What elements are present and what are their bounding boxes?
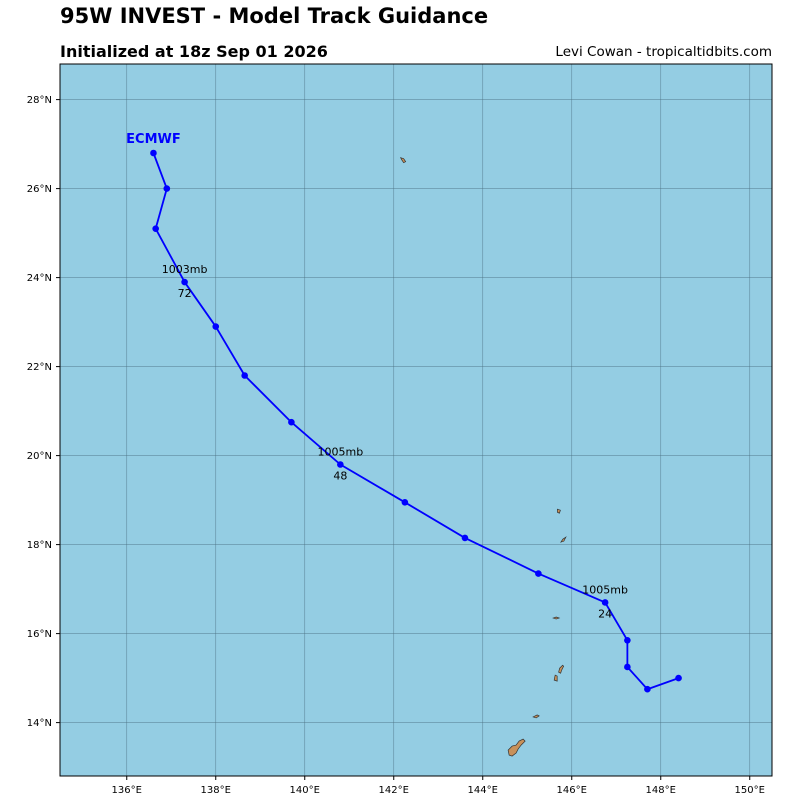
track-point <box>152 225 159 232</box>
track-point <box>601 599 609 606</box>
lon-tick-label: 144°E <box>468 785 498 796</box>
lat-tick-label: 18°N <box>27 540 52 551</box>
labels-layer: 1005mb 24 1005mb 48 1003mb 72 ECMWF <box>126 132 628 620</box>
model-label-ecmwf: ECMWF <box>126 132 181 147</box>
track-point <box>241 372 248 379</box>
ocean-background <box>60 64 772 776</box>
island-haha-jima <box>399 157 407 164</box>
lon-tick-label: 150°E <box>735 785 765 796</box>
lat-tick-label: 24°N <box>27 273 52 284</box>
track-point <box>624 636 631 644</box>
axis-ticks: 136°E 138°E 140°E 142°E 144°E 146°E 148°E 150°E… <box>27 95 765 796</box>
lon-tick-label: 148°E <box>646 785 676 796</box>
lat-tick-label: 20°N <box>27 451 52 462</box>
lat-tick-label: 22°N <box>27 362 52 373</box>
island-agrihan <box>557 508 561 514</box>
lon-tick-label: 138°E <box>201 785 231 796</box>
lat-tick-label: 28°N <box>27 95 52 106</box>
lon-tick-label: 136°E <box>112 785 142 796</box>
track-point <box>150 149 157 157</box>
lat-tick-label: 26°N <box>27 184 52 195</box>
lat-tick-label: 14°N <box>27 718 52 729</box>
lon-tick-label: 142°E <box>379 785 409 796</box>
track-layer <box>150 149 682 693</box>
island-anatahan <box>552 616 561 620</box>
track-point <box>288 418 295 426</box>
forecast-hour-label: 48 <box>333 470 347 483</box>
island-rota <box>532 714 540 719</box>
forecast-hour-label: 72 <box>178 287 192 300</box>
island-tinian <box>553 674 558 682</box>
track-point <box>163 185 171 192</box>
map-frame <box>59 63 773 777</box>
track-point <box>624 663 631 671</box>
island-guam <box>507 738 526 757</box>
ecmwf-track-line <box>152 152 679 691</box>
track-point <box>212 323 220 330</box>
islands-layer <box>399 157 567 757</box>
track-point <box>401 499 409 506</box>
lat-tick-label: 16°N <box>27 629 52 640</box>
pressure-label: 1003mb <box>162 263 208 276</box>
lon-tick-label: 146°E <box>557 785 587 796</box>
track-point <box>181 278 188 286</box>
track-point <box>461 534 469 542</box>
page-title: 95W INVEST - Model Track Guidance <box>60 4 489 28</box>
pressure-label: 1005mb <box>317 446 363 459</box>
track-point <box>535 570 542 577</box>
forecast-hour-label: 24 <box>598 607 612 620</box>
init-subtitle: Initialized at 18z Sep 01 2026 <box>60 42 328 61</box>
credit-text: Levi Cowan - tropicaltidbits.com <box>555 44 772 60</box>
track-point <box>644 685 651 693</box>
island-pagan <box>559 536 567 543</box>
lon-tick-label: 140°E <box>290 785 320 796</box>
pressure-label: 1005mb <box>582 583 628 596</box>
island-saipan <box>558 664 565 674</box>
track-point <box>337 461 344 468</box>
track-point <box>675 674 682 682</box>
grid-lines <box>60 64 772 776</box>
